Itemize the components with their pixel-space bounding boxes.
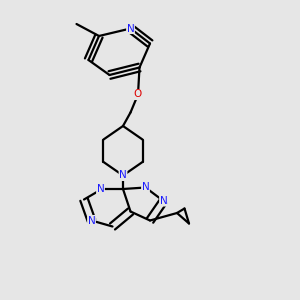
Text: N: N: [142, 182, 149, 193]
Text: N: N: [127, 23, 134, 34]
Text: N: N: [119, 170, 127, 181]
Text: N: N: [88, 215, 95, 226]
Text: N: N: [160, 196, 167, 206]
Text: O: O: [134, 89, 142, 100]
Text: N: N: [97, 184, 104, 194]
